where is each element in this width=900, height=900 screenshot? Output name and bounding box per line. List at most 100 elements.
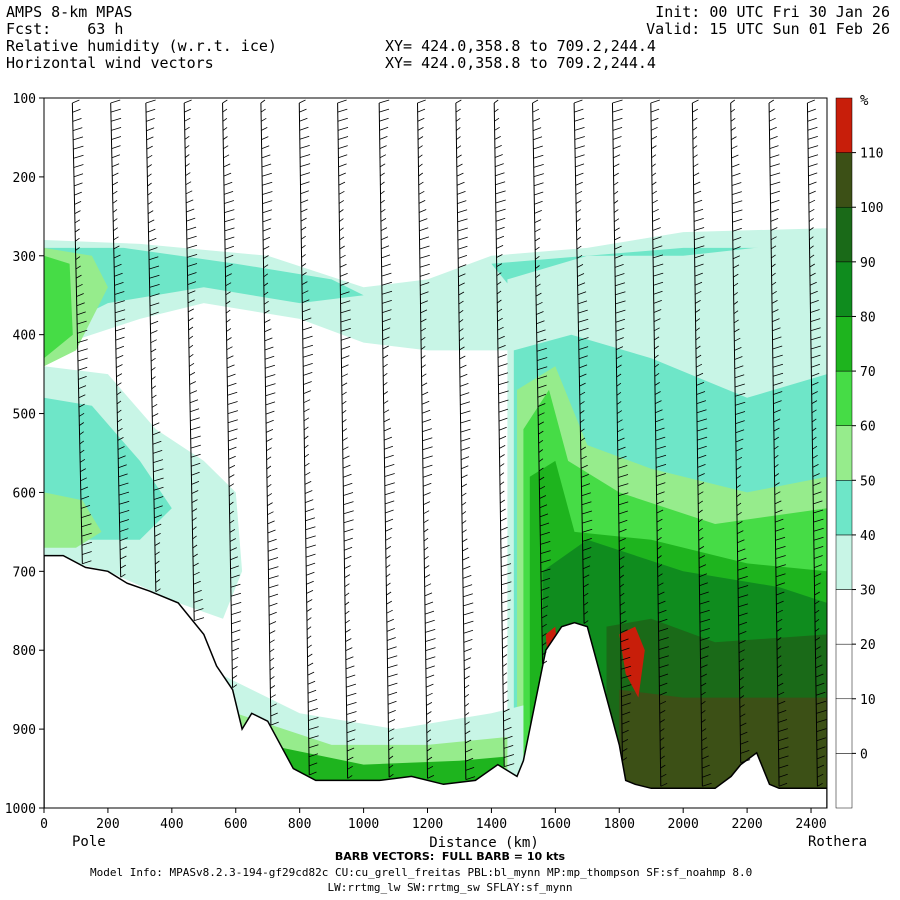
wind-barb-shaft [222,102,234,688]
y-tick-label: 600 [13,486,36,501]
rh-contour-region [44,492,102,548]
rh-field [44,98,827,808]
y-tick-label: 800 [13,644,36,659]
wind-barb-flags [532,99,551,665]
header-left: AMPS 8-km MPAS Fcst: 63 h Relative humidit… [6,4,277,72]
wind-barb-flags [612,99,632,761]
rh-contour-region [619,626,645,698]
wind-barbs [71,99,827,787]
wind-barb-flags [493,99,515,767]
wind-barb-shaft [378,102,390,778]
colorbar-swatch [835,534,853,590]
y-tick-label: 1000 [5,802,36,817]
x-tick-label: 0 [40,817,48,832]
model-info: Model Info: MPASv8.2.3-194-gf29cd82c CU:… [90,866,753,879]
y-tick-label: 200 [13,171,36,186]
wind-barb-flags [455,99,476,780]
wind-barb-shaft [768,102,780,787]
colorbar-swatch [835,206,853,263]
y-tick-label: 900 [13,723,36,738]
x-tick-label: 400 [160,817,183,832]
x-tick-label: 2200 [731,817,762,832]
terrain [44,554,827,808]
wind-barb-shaft [493,102,505,767]
wind-barb-shaft [455,102,467,780]
wind-barb-flags [807,99,827,787]
colorbar-swatch [835,480,853,536]
x-tick-label: 1400 [476,817,507,832]
vector-name: Horizontal wind vectors [6,54,214,72]
colorbar-swatch [835,589,853,645]
forecast-hour: Fcst: 63 h [6,20,124,38]
rh-contour-region [44,247,364,335]
x-tick-label: 2000 [668,817,699,832]
wind-barb-flags [768,99,789,787]
colorbar-label: 20 [860,638,876,653]
colorbar: 0 10 20 30 40 50 60 70 80 90 100 110 [835,97,883,809]
colorbar-swatch [835,643,853,700]
colorbar-label: 0 [860,747,868,762]
colorbar-swatch [835,316,853,372]
xy-line-1: XY= 424.0,358.8 to 709.2,244.4 [385,37,656,55]
colorbar-unit: % [860,93,869,109]
wind-barb-flags [299,99,319,776]
x-tick-label: 2400 [795,817,826,832]
wind-barb-shaft [298,102,310,776]
wind-barb-flags [72,99,93,565]
colorbar-label: 70 [860,365,876,380]
colorbar-label: 40 [860,529,876,544]
y-tick-label: 700 [13,565,36,580]
wind-barb-shaft [691,102,703,787]
x-left-endpoint: Pole [72,834,106,850]
wind-barb-flags [222,99,242,689]
wind-barb-flags [573,99,593,624]
colorbar-swatch [835,152,853,208]
rh-contour-region [44,255,73,359]
x-right-endpoint: Rothera [808,834,867,850]
wind-barb-flags [184,99,205,621]
wind-barb-flags [417,99,436,779]
wind-barb-shaft [183,102,195,621]
colorbar-label: 10 [860,693,876,708]
colorbar-label: 80 [860,310,876,325]
wind-barb-shaft [110,102,122,578]
colorbar-label: 50 [860,474,876,489]
colorbar-label: 100 [860,201,883,216]
y-tick-label: 100 [13,92,36,107]
wind-barb-shaft [71,102,83,564]
x-tick-label: 800 [288,817,311,832]
wind-barb-flags [379,99,398,778]
colorbar-swatch [835,425,853,481]
y-tick-label: 400 [13,329,36,344]
rh-contour-region [619,689,827,808]
wind-barb-shaft [145,102,157,592]
header-mid: XY= 424.0,358.8 to 709.2,244.4 XY= 424.0,… [385,38,656,72]
x-tick-label: 1800 [604,817,635,832]
colorbar-swatch [835,97,853,153]
header-right: Init: 00 UTC Fri 30 Jan 26 Valid: 15 UTC … [646,4,890,38]
wind-barb-shaft [650,102,662,787]
x-tick-label: 1600 [540,817,571,832]
x-axis-label: Distance (km) [429,835,539,851]
colorbar-swatch [835,370,853,426]
model-info-2: LW:rrtmg_lw SW:rrtmg_sw SFLAY:sf_mynn [327,881,573,894]
colorbar-swatch [835,261,853,317]
x-tick-label: 200 [96,817,119,832]
model-name: AMPS 8-km MPAS [6,3,133,21]
colorbar-label: 110 [860,147,883,162]
wind-barb-shaft [806,102,818,787]
barb-note: BARB VECTORS: FULL BARB = 10 kts [334,850,566,863]
wind-barb-flags [730,99,751,763]
x-tick-label: 1200 [412,817,443,832]
colorbar-swatch [835,698,853,754]
x-tick-label: 1000 [348,817,379,832]
wind-barb-flags [650,99,669,787]
wind-barb-flags [110,99,130,578]
colorbar-label: 30 [860,584,876,599]
colorbar-swatch [835,753,853,809]
xy-line-2: XY= 424.0,358.8 to 709.2,244.4 [385,54,656,72]
x-tick-label: 600 [224,817,247,832]
wind-barb-shaft [573,102,585,624]
field-name: Relative humidity (w.r.t. ice) [6,37,277,55]
